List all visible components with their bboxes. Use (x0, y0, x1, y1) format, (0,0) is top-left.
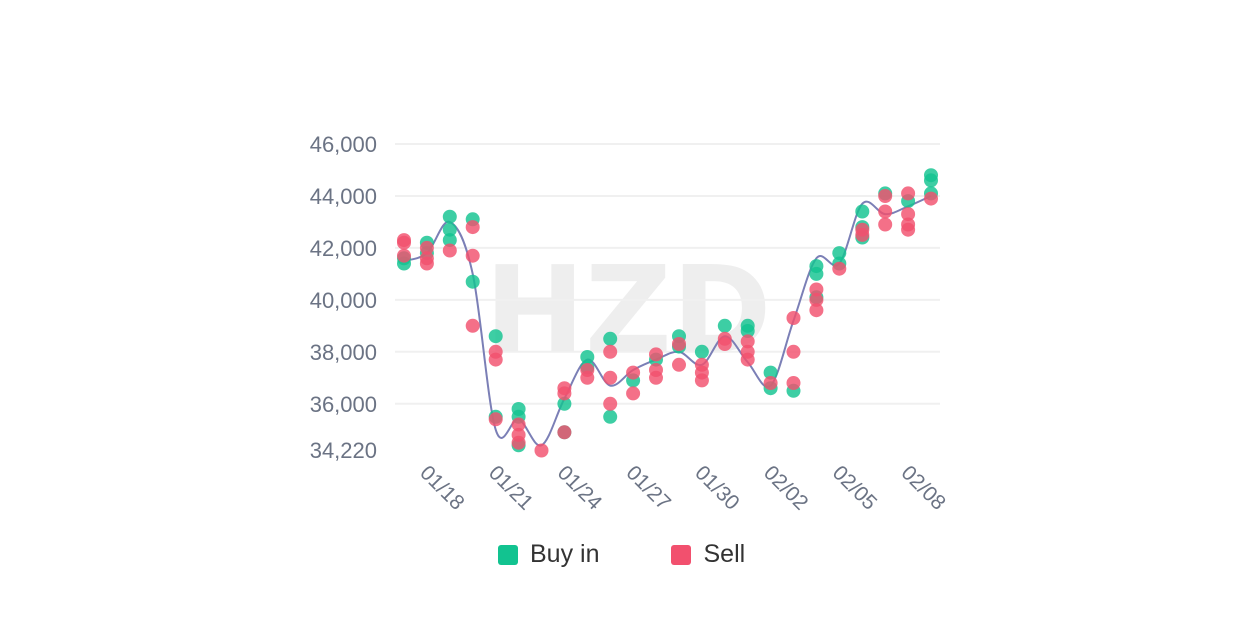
data-point[interactable] (580, 350, 595, 364)
data-point[interactable] (511, 435, 526, 450)
data-point[interactable] (924, 173, 938, 188)
y-tick-label: 38,000 (310, 340, 377, 365)
data-point[interactable] (740, 334, 755, 349)
y-tick-label: 36,000 (310, 392, 377, 417)
x-tick-label: 01/30 (690, 461, 743, 514)
data-point[interactable] (672, 337, 686, 351)
x-tick-label: 01/27 (622, 461, 675, 514)
data-point[interactable] (397, 248, 411, 263)
data-point[interactable] (419, 240, 434, 255)
data-point[interactable] (763, 376, 778, 390)
y-tick-label: 42,000 (310, 236, 377, 261)
x-tick-label: 02/05 (828, 461, 881, 514)
data-point[interactable] (626, 365, 641, 380)
data-point[interactable] (832, 246, 847, 261)
data-point[interactable] (786, 344, 801, 359)
data-point[interactable] (465, 248, 480, 263)
legend-swatch-sell (671, 544, 692, 565)
data-point[interactable] (557, 396, 572, 411)
x-axis: 01/18 01/21 01/24 01/27 01/30 02/02 02/05 02/08 (415, 461, 950, 515)
data-points (397, 168, 938, 458)
data-point[interactable] (603, 344, 618, 359)
data-point[interactable] (397, 235, 411, 250)
data-point[interactable] (809, 282, 824, 297)
data-point[interactable] (901, 207, 916, 222)
legend-item-sell[interactable]: Sell (671, 540, 745, 569)
data-point[interactable] (855, 227, 870, 242)
x-tick-label: 02/02 (759, 461, 812, 514)
legend-swatch-buy-in (498, 544, 518, 565)
data-point[interactable] (901, 186, 916, 201)
data-point[interactable] (694, 344, 709, 359)
legend-label-sell: Sell (703, 540, 746, 568)
data-point[interactable] (786, 311, 801, 325)
data-point[interactable] (717, 318, 732, 333)
data-point[interactable] (465, 220, 480, 235)
data-point[interactable] (465, 318, 480, 333)
data-point[interactable] (740, 352, 755, 367)
legend: Buy in Sell (498, 540, 745, 569)
y-tick-label: 40,000 (310, 288, 377, 313)
data-point[interactable] (832, 261, 847, 276)
data-point[interactable] (442, 209, 457, 224)
data-point[interactable] (465, 274, 480, 289)
data-point[interactable] (603, 331, 618, 346)
data-point[interactable] (878, 189, 893, 203)
data-point[interactable] (488, 352, 503, 367)
x-tick-label: 01/18 (415, 461, 468, 514)
data-point[interactable] (649, 347, 663, 362)
x-tick-label: 01/21 (484, 461, 537, 514)
data-point[interactable] (603, 409, 618, 424)
data-point[interactable] (901, 222, 916, 237)
data-point[interactable] (786, 376, 801, 390)
legend-item-buy-in[interactable]: Buy in (498, 540, 599, 569)
data-point[interactable] (419, 256, 434, 271)
data-point[interactable] (557, 425, 572, 440)
data-point[interactable] (672, 357, 686, 372)
data-point[interactable] (442, 222, 457, 237)
data-point[interactable] (603, 396, 618, 411)
y-tick-label: 34,220 (310, 438, 377, 463)
watermark: HZD (484, 242, 771, 381)
data-point[interactable] (763, 365, 778, 380)
y-axis: 46,000 44,000 42,000 40,000 38,000 36,000 34,2… (310, 132, 377, 463)
x-tick-label: 01/24 (553, 461, 607, 515)
data-point[interactable] (649, 370, 663, 385)
grid (395, 143, 940, 405)
data-point[interactable] (924, 191, 938, 206)
data-point[interactable] (442, 233, 457, 248)
data-point[interactable] (809, 266, 824, 281)
data-point[interactable] (557, 386, 572, 401)
data-point[interactable] (740, 324, 755, 338)
y-tick-label: 44,000 (310, 184, 377, 209)
data-point[interactable] (534, 443, 549, 458)
y-tick-label: 46,000 (310, 132, 377, 157)
data-point[interactable] (809, 292, 824, 307)
data-point[interactable] (717, 337, 732, 351)
data-point[interactable] (626, 386, 641, 401)
data-point[interactable] (442, 243, 457, 258)
data-point[interactable] (488, 412, 503, 427)
legend-label-buy-in: Buy in (530, 540, 600, 568)
series-sell (397, 186, 938, 458)
x-tick-label: 02/08 (897, 461, 950, 514)
data-point[interactable] (603, 370, 618, 385)
data-point[interactable] (488, 329, 503, 344)
data-point[interactable] (878, 204, 893, 219)
data-point[interactable] (878, 217, 893, 232)
data-point[interactable] (580, 370, 595, 385)
data-point[interactable] (694, 373, 709, 388)
data-point[interactable] (855, 204, 870, 219)
data-point[interactable] (511, 417, 526, 432)
data-point[interactable] (809, 303, 824, 318)
